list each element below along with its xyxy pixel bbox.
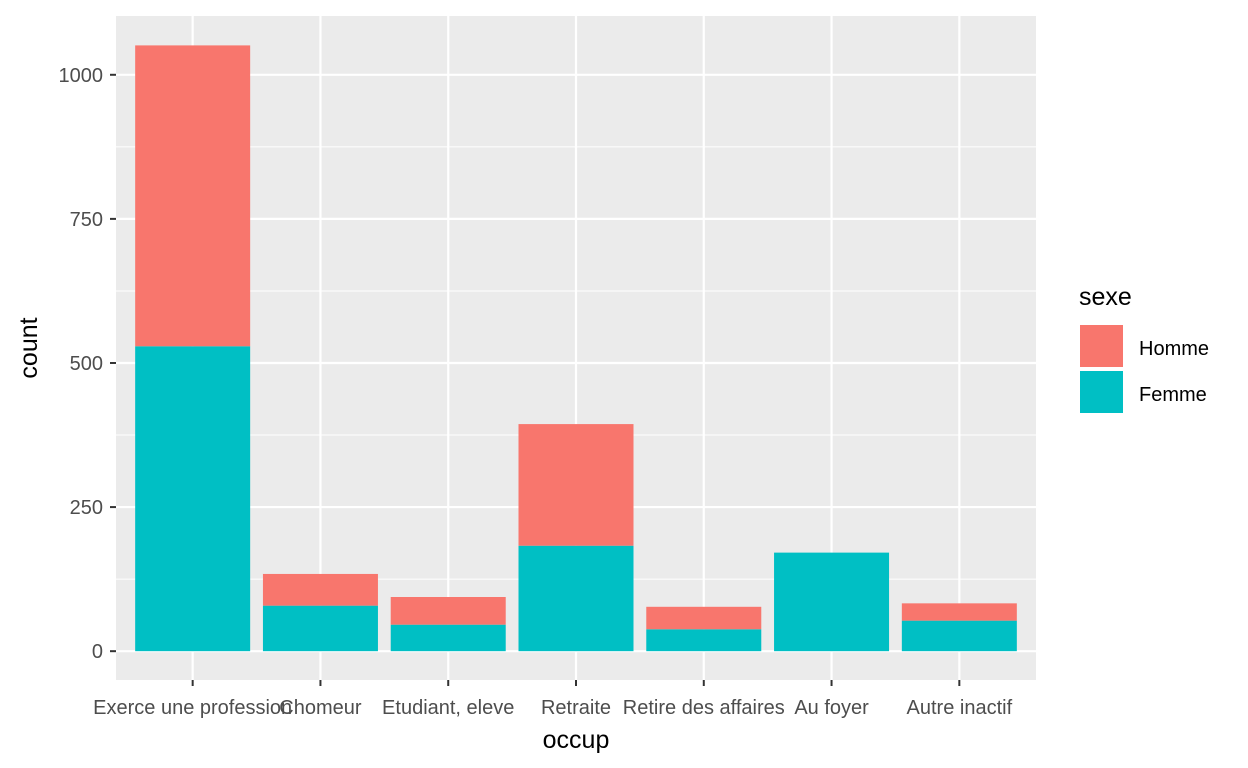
y-tick-label: 250 [70,497,103,519]
legend-key-homme [1080,325,1123,367]
bar-femme [135,346,251,652]
x-axis-title: occup [543,726,610,754]
bar-homme [646,606,762,630]
bar-homme [518,424,634,546]
y-tick-label: 0 [92,641,103,663]
legend-label-homme: Homme [1139,338,1209,360]
bar-femme [901,620,1017,652]
legend-label-femme: Femme [1139,384,1207,406]
bar-homme [262,573,378,606]
x-tick-label: Chomeur [279,697,362,719]
y-tick-label: 500 [70,353,103,375]
bars [135,45,1017,652]
bar-femme [390,624,506,652]
bar-homme [135,45,251,347]
x-tick-label: Exerce une profession [93,697,292,719]
bar-femme [518,545,634,652]
bar-homme [390,597,506,625]
legend-title: sexe [1079,283,1132,311]
y-axis: 0 250 500 750 1000 [59,65,116,663]
x-tick-label: Retire des affaires [623,697,785,719]
x-tick-label: Retraite [541,697,611,719]
bar-femme [262,605,378,652]
x-tick-label: Etudiant, eleve [382,697,514,719]
bar-femme [774,552,890,652]
x-tick-label: Autre inactif [907,697,1013,719]
y-tick-label: 1000 [59,65,104,87]
y-axis-title: count [15,317,43,378]
legend: sexe Homme Femme [1079,283,1209,413]
bar-femme [646,629,762,652]
x-tick-label: Au foyer [794,697,869,719]
y-tick-label: 750 [70,209,103,231]
bar-homme [901,603,1017,621]
legend-key-femme [1080,371,1123,413]
